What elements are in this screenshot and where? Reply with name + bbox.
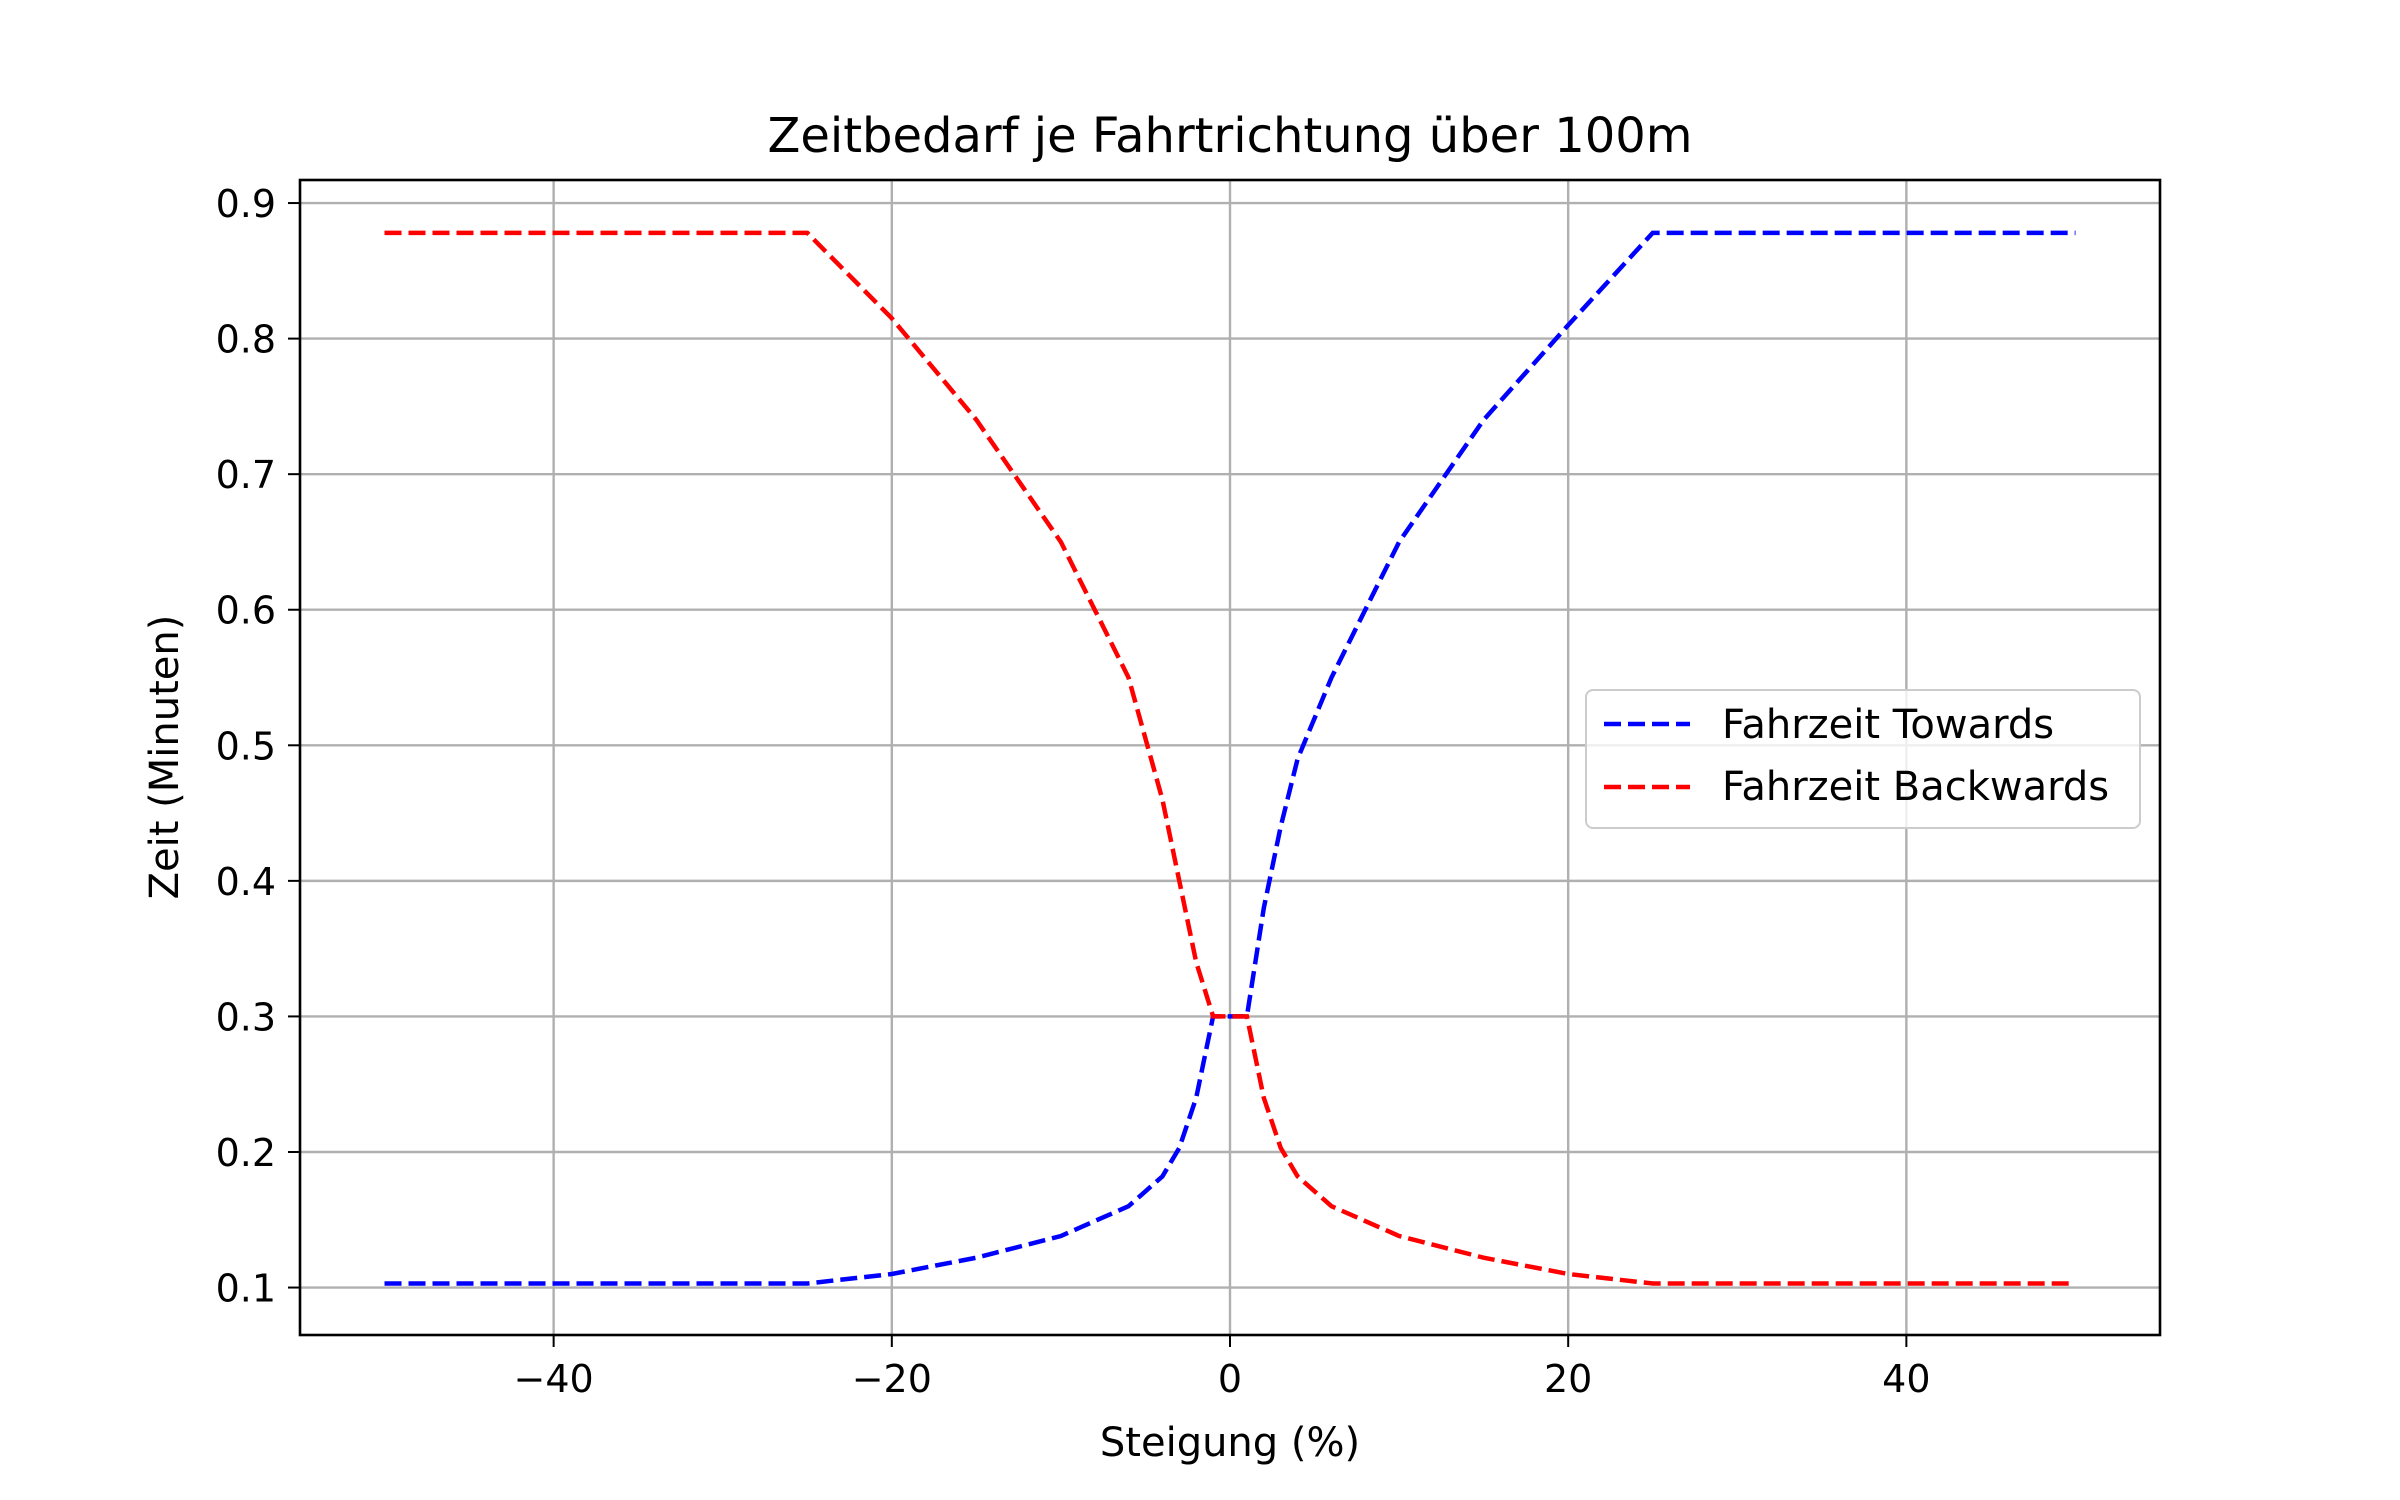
legend: Fahrzeit Towards Fahrzeit Backwards — [1585, 689, 2141, 829]
series-line-backwards — [384, 230, 2076, 1286]
y-tick-label: 0.5 — [216, 724, 276, 768]
y-tick-label: 0.1 — [216, 1267, 276, 1311]
y-tick-label: 0.6 — [216, 589, 276, 633]
x-tick-label: −40 — [514, 1357, 594, 1401]
y-tick-label: 0.8 — [216, 318, 276, 362]
y-tick-label: 0.7 — [216, 453, 276, 497]
x-tick-label: 0 — [1218, 1357, 1242, 1401]
x-axis-label: Steigung (%) — [1100, 1420, 1360, 1466]
chart-title: Zeitbedarf je Fahrtrichtung über 100m — [767, 108, 1692, 164]
x-tick-label: 40 — [1882, 1357, 1930, 1401]
axis-ticks: −40 −20 0 20 40 0.1 0.2 0.3 0.4 0.5 0.6 0.7 0.8 0.9 — [216, 182, 1931, 1401]
y-axis-label: Zeit (Minuten) — [142, 615, 188, 900]
y-tick-label: 0.3 — [216, 995, 276, 1039]
x-tick-label: 20 — [1544, 1357, 1592, 1401]
x-tick-label: −20 — [852, 1357, 932, 1401]
y-tick-label: 0.9 — [216, 182, 276, 226]
y-tick-label: 0.4 — [216, 860, 276, 904]
plot-series — [384, 230, 2076, 1286]
y-tick-label: 0.2 — [216, 1131, 276, 1175]
legend-frame — [1585, 689, 2141, 829]
legend-label-backwards: Fahrzeit Backwards — [1722, 764, 2109, 810]
legend-label-towards: Fahrzeit Towards — [1722, 702, 2054, 748]
